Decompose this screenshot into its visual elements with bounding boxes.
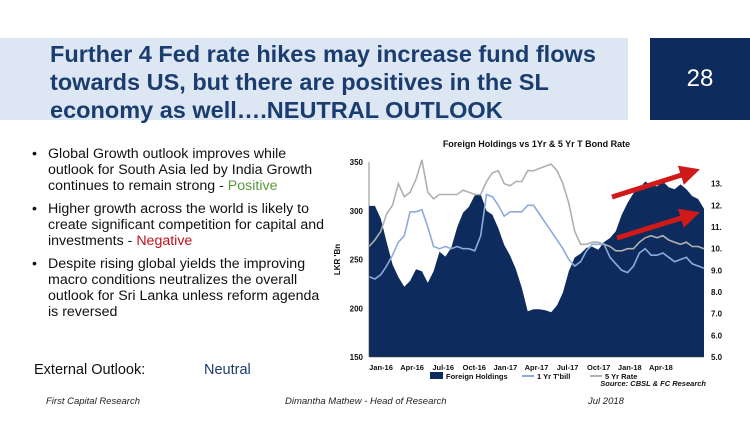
title-banner bbox=[0, 38, 628, 120]
legend-label-foreign-holdings: Foreign Holdings bbox=[446, 372, 508, 381]
negative-tag: Negative bbox=[136, 233, 193, 249]
y2-tick-label: 11.00 bbox=[711, 223, 722, 232]
x-tick-label: Jul-16 bbox=[432, 363, 454, 372]
page-number-box: 28 bbox=[650, 38, 750, 120]
slide-title: Further 4 Fed rate hikes may increase fu… bbox=[50, 41, 596, 123]
bullet-text: Despite rising global yields the improvi… bbox=[48, 256, 320, 320]
bullet-text: Higher growth across the world is likely… bbox=[48, 201, 325, 249]
y-axis-label: LKR 'Bn bbox=[333, 244, 342, 275]
positive-tag: Positive bbox=[227, 178, 278, 194]
bullet-list: Global Growth outlook improves while out… bbox=[32, 146, 328, 327]
y2-tick-label: 7.00 bbox=[711, 310, 722, 319]
x-tick-label: Jul-17 bbox=[557, 363, 579, 372]
y2-tick-label: 8.00 bbox=[711, 288, 722, 297]
x-tick-label: Apr-17 bbox=[525, 363, 549, 372]
x-tick-label: Jan-16 bbox=[369, 363, 393, 372]
y2-tick-label: 9.00 bbox=[711, 266, 722, 275]
x-tick-label: Apr-16 bbox=[400, 363, 424, 372]
chart-title: Foreign Holdings vs 1Yr & 5 Yr T Bond Ra… bbox=[443, 139, 630, 149]
chart-source-note: Source: CBSL & FC Research bbox=[600, 379, 706, 388]
series-foreign-holdings-area bbox=[369, 181, 704, 357]
up-arrow-top bbox=[611, 165, 700, 200]
y2-tick-label: 10.00 bbox=[711, 245, 722, 254]
legend-label-5yr: 5 Yr Rate bbox=[605, 372, 637, 381]
bullet-item: Despite rising global yields the improvi… bbox=[32, 256, 328, 320]
y2-tick-label: 13.00 bbox=[711, 180, 722, 189]
y2-tick-label: 12.00 bbox=[711, 201, 722, 210]
y2-tick-label: 5.00 bbox=[711, 353, 722, 362]
footer-company: First Capital Research bbox=[46, 396, 140, 407]
outlook-value: Neutral bbox=[204, 362, 251, 378]
page-number: 28 bbox=[686, 65, 714, 92]
foreign-holdings-chart: Foreign Holdings vs 1Yr & 5 Yr T Bond Ra… bbox=[333, 139, 722, 388]
x-tick-label: Jan-17 bbox=[494, 363, 518, 372]
bullet-item: Higher growth across the world is likely… bbox=[32, 201, 328, 249]
outlook-label: External Outlook: bbox=[34, 362, 146, 378]
x-tick-label: Oct-17 bbox=[587, 363, 610, 372]
x-tick-label: Jan-18 bbox=[618, 363, 642, 372]
up-arrow-bottom bbox=[616, 208, 700, 241]
series-1yr-tbill-line bbox=[368, 193, 705, 280]
y-tick-label: 350 bbox=[350, 158, 364, 167]
y-tick-label: 300 bbox=[350, 207, 364, 216]
x-tick-label: Apr-18 bbox=[649, 363, 673, 372]
y-tick-label: 200 bbox=[350, 304, 364, 313]
y-tick-label: 150 bbox=[350, 353, 364, 362]
bullet-text: Global Growth outlook improves while out… bbox=[48, 146, 313, 194]
bullet-item: Global Growth outlook improves while out… bbox=[32, 146, 328, 194]
legend-label-tbill: 1 Yr T'bill bbox=[537, 372, 570, 381]
legend-swatch-foreign-holdings bbox=[430, 372, 443, 379]
y2-tick-label: 6.00 bbox=[711, 331, 722, 340]
x-tick-label: Oct-16 bbox=[463, 363, 486, 372]
y-tick-label: 250 bbox=[350, 256, 364, 265]
footer-author: Dimantha Mathew - Head of Research bbox=[285, 396, 447, 407]
series-5yr-rate-line bbox=[368, 159, 705, 252]
footer-date: Jul 2018 bbox=[588, 396, 624, 407]
